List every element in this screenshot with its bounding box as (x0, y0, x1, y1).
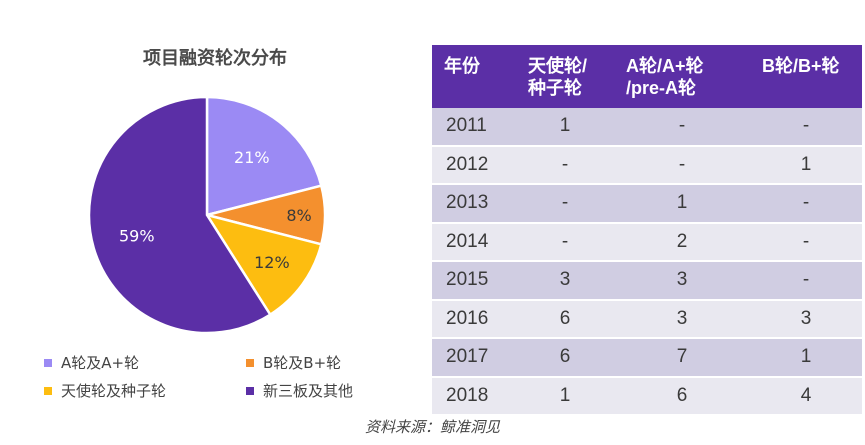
table-row: 2011 1- - (432, 108, 862, 147)
table-header-line: 年份 (444, 56, 480, 76)
pie-slice-label-3: 12% (254, 253, 290, 272)
table-row: 2018 1 6 4 (432, 376, 862, 416)
pie-slice-label-2: 8% (286, 206, 311, 225)
count-cell: - (750, 261, 862, 301)
legend-item: A轮及A+轮 (44, 352, 139, 373)
pie-slice-label-4: 59% (119, 226, 155, 245)
source-note: 资料来源：鲸准洞见 (364, 418, 500, 436)
table-row: 2015 3 3- (432, 261, 862, 301)
count-cell: - (614, 108, 750, 147)
table-header-line: 种子轮 (528, 78, 582, 98)
table-header-cell: A轮/A+轮/pre-A轮 (614, 45, 750, 108)
pie-slice-3 (204, 213, 323, 317)
count-cell: - (750, 184, 862, 224)
legend-label: A轮及A+轮 (61, 354, 140, 372)
count-cell: 3 (614, 299, 750, 339)
year-cell: 2011 (432, 108, 516, 147)
table-row: 2017 6 7 1 (432, 338, 862, 378)
count-cell: - (516, 184, 614, 224)
year-cell: 2014 (432, 222, 516, 262)
table-row: 2013-1- (432, 184, 862, 224)
count-cell: 1 (614, 184, 750, 224)
table-row: 2012- -1 (432, 145, 862, 185)
count-cell: - (614, 145, 750, 185)
count-cell: 1 (750, 338, 862, 378)
year-cell: 2017 (432, 338, 516, 378)
year-cell: 2015 (432, 261, 516, 301)
table-header-cell: 天使轮/种子轮 (516, 45, 614, 108)
pie-chart: 21% 8% 12% 59% (87, 95, 327, 335)
legend-item: 新三板及其他 (246, 380, 353, 401)
legend-item: B轮及B+轮 (246, 352, 341, 373)
count-cell: - (516, 222, 614, 262)
count-cell: 4 (750, 376, 862, 416)
table-header-line: /pre-A轮 (626, 78, 697, 98)
pie-slice-label-1: 21% (234, 148, 270, 167)
count-cell: 2 (614, 222, 750, 262)
year-cell: 2018 (432, 376, 516, 416)
count-cell: 1 (516, 376, 614, 416)
pie-slice-4 (87, 95, 272, 335)
legend-item: 天使轮及种子轮 (44, 380, 166, 401)
legend-label: 新三板及其他 (263, 382, 354, 400)
legend-swatch (246, 386, 254, 395)
count-cell: 6 (516, 338, 614, 378)
table-row: 2014-2- (432, 222, 862, 262)
table-header-cell: B轮/B+轮 (750, 45, 862, 108)
year-cell: 2012 (432, 145, 516, 185)
chart-title: 项目融资轮次分布 (143, 48, 287, 69)
count-cell: 1 (750, 145, 862, 185)
count-cell: 3 (614, 261, 750, 301)
legend-label: B轮及B+轮 (263, 354, 342, 372)
count-cell: - (750, 222, 862, 262)
table-row: 2016 6 3 3 (432, 299, 862, 339)
year-cell: 2013 (432, 184, 516, 224)
count-cell: - (516, 145, 614, 185)
table-header-line: 天使轮/ (528, 56, 588, 76)
legend-swatch (44, 358, 52, 367)
funding-rounds-table: 年份 天使轮/种子轮 A轮/A+轮/pre-A轮 B轮/B+轮 2011 1- -2012… (432, 45, 862, 416)
count-cell: 3 (516, 261, 614, 301)
legend-swatch (44, 386, 52, 395)
legend-label: 天使轮及种子轮 (61, 382, 167, 400)
table-header-line: B轮/B+轮 (762, 56, 840, 76)
pie-slice-1 (205, 95, 323, 217)
year-cell: 2016 (432, 299, 516, 339)
count-cell: 1 (516, 108, 614, 147)
table-header-cell: 年份 (432, 45, 516, 108)
count-cell: - (750, 108, 862, 147)
count-cell: 6 (614, 376, 750, 416)
table-header-line: A轮/A+轮 (626, 56, 704, 76)
count-cell: 3 (750, 299, 862, 339)
count-cell: 6 (516, 299, 614, 339)
legend-swatch (246, 358, 254, 367)
count-cell: 7 (614, 338, 750, 378)
